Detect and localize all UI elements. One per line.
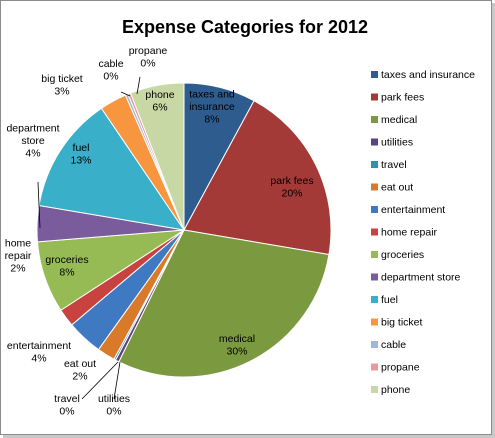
legend-swatch-phone [371, 386, 378, 393]
legend-swatch-travel [371, 161, 378, 168]
legend-label-propane: propane [381, 362, 420, 374]
data-label-home-repair: home repair 2% [5, 238, 32, 275]
legend-label-groceries: groceries [381, 249, 424, 261]
legend-swatch-fuel [371, 296, 378, 303]
data-label-department-store: department store 4% [6, 123, 59, 160]
legend-swatch-home-repair [371, 228, 378, 236]
legend-swatch-cable [371, 341, 378, 348]
data-labels: taxes and insurance 8% park fees 20% medical 3… [5, 45, 314, 418]
leader-line-utilities [113, 361, 121, 400]
leader-line-cable [120, 91, 131, 97]
data-label-eat-out: eat out 2% [64, 358, 96, 383]
data-label-medical: medical 30% [219, 333, 255, 358]
chart-title: Expense Categories for 2012 [122, 17, 368, 37]
pie-slice-park-fees [183, 100, 332, 256]
data-label-taxes-and-insurance: taxes and insurance 8% [189, 89, 235, 126]
data-label-utilities: utilities 0% [98, 393, 130, 418]
legend-swatch-department-store [371, 273, 378, 281]
pie-slice-fuel [38, 107, 186, 231]
legend-label-eat-out: eat out [381, 182, 413, 194]
leader-lines [37, 76, 141, 400]
data-label-cable: cable 0% [98, 58, 123, 83]
legend-label-fuel: fuel [381, 294, 398, 306]
legend-swatch-taxes-and-insurance [371, 71, 378, 78]
leader-line-propane [136, 76, 141, 95]
legend-swatch-medical [371, 116, 378, 123]
legend-label-department-store: department store [381, 272, 461, 284]
data-label-big-ticket: big ticket 3% [41, 73, 83, 98]
legend-swatch-park-fees [371, 93, 378, 101]
data-label-propane: propane 0% [129, 45, 168, 70]
legend-label-home-repair: home repair [381, 227, 438, 239]
legend-label-park-fees: park fees [381, 92, 424, 104]
legend: taxes and insurance park fees medical utili… [371, 69, 475, 396]
legend-label-utilities: utilities [381, 137, 413, 149]
data-label-travel: travel 0% [54, 393, 80, 418]
legend-swatch-entertainment [371, 206, 378, 213]
legend-label-medical: medical [381, 114, 417, 126]
pie-slice-phone [129, 82, 185, 231]
legend-label-travel: travel [381, 159, 407, 171]
legend-label-big-ticket: big ticket [381, 317, 423, 329]
frame-shadow-right [492, 3, 495, 438]
legend-swatch-big-ticket [371, 318, 378, 326]
legend-label-phone: phone [381, 384, 410, 396]
data-label-entertainment: entertainment 4% [7, 340, 71, 365]
legend-label-taxes-and-insurance: taxes and insurance [381, 69, 475, 81]
data-label-park-fees: park fees 20% [270, 175, 313, 200]
legend-swatch-eat-out [371, 183, 378, 191]
pie-slices [36, 82, 332, 378]
legend-label-cable: cable [381, 339, 406, 351]
data-label-fuel: fuel 13% [70, 142, 91, 167]
data-label-phone: phone 6% [145, 89, 174, 114]
legend-label-entertainment: entertainment [381, 204, 445, 216]
leader-line-travel [81, 361, 119, 400]
pie-slice-medical [118, 229, 330, 378]
legend-swatch-groceries [371, 251, 378, 258]
frame-shadow-bottom [3, 435, 495, 438]
legend-swatch-utilities [371, 138, 378, 146]
leader-line-department-store [37, 181, 41, 229]
data-label-groceries: groceries 8% [45, 254, 88, 279]
legend-swatch-propane [371, 363, 378, 371]
